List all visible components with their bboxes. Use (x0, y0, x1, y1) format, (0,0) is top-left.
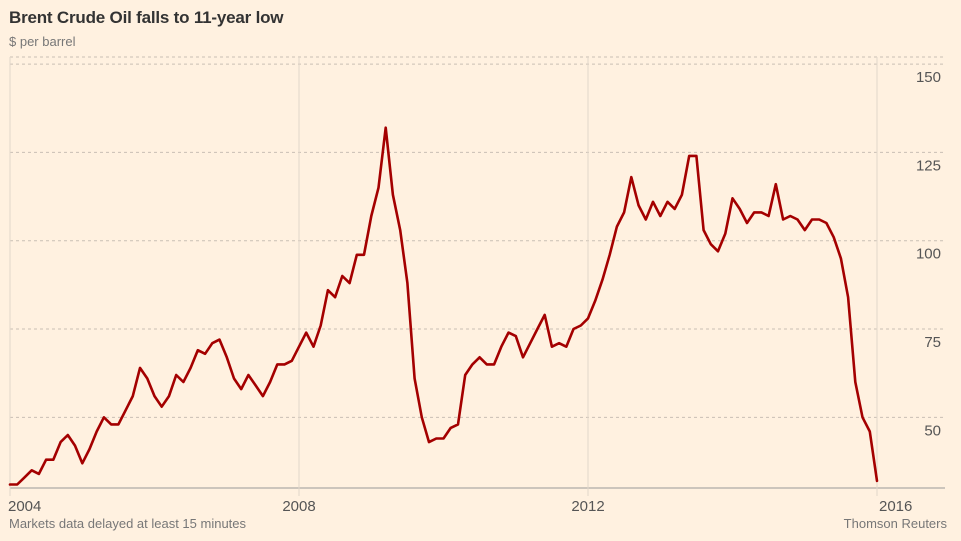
y-tick-label-100: 100 (916, 246, 941, 263)
y-tick-label-50: 50 (924, 422, 941, 439)
data-delay-note: Markets data delayed at least 15 minutes (9, 516, 247, 531)
x-tick-label-2004: 2004 (8, 498, 41, 515)
chart-title: Brent Crude Oil falls to 11-year low (9, 8, 284, 27)
x-tick-label-2012: 2012 (571, 498, 604, 515)
y-tick-label-75: 75 (924, 334, 941, 351)
x-tick-label-2016: 2016 (879, 498, 912, 515)
source-credit: Thomson Reuters (843, 516, 947, 531)
tick-label-layer: 50 75 100 125 150 2004 2008 2012 2016 (8, 69, 941, 515)
y-tick-label-125: 125 (916, 157, 941, 174)
chart-subtitle: $ per barrel (9, 34, 76, 49)
series-layer (8, 126, 879, 486)
series-line-0 (8, 126, 879, 486)
x-tick-label-2008: 2008 (282, 498, 315, 515)
y-tick-label-150: 150 (916, 69, 941, 86)
grid-layer (9, 56, 945, 496)
